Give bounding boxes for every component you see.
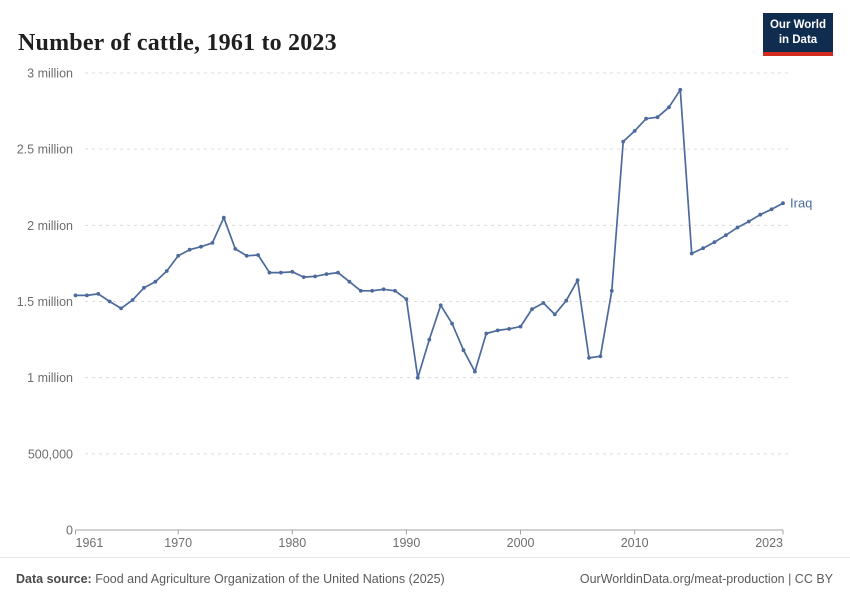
data-point[interactable] [313,274,317,279]
data-point[interactable] [781,201,785,206]
data-point[interactable] [575,278,580,283]
y-axis-label: 2.5 million [17,143,73,157]
data-line-iraq[interactable] [74,88,784,379]
data-point[interactable] [267,270,272,275]
data-point[interactable] [85,293,89,298]
data-point[interactable] [609,288,614,293]
data-source-label: Data source: [16,572,92,586]
y-axis-label: 2 million [27,219,73,233]
data-point[interactable] [256,253,260,257]
data-point[interactable] [301,275,306,279]
y-axis-label: 1.5 million [17,295,73,309]
data-point[interactable] [450,321,454,326]
owid-logo[interactable]: Our World in Data [763,13,833,56]
y-axis-label: 500,000 [28,447,73,461]
y-axis-label: 3 million [27,67,73,81]
data-point[interactable] [769,207,774,212]
data-point[interactable] [73,293,78,298]
x-axis-label: 2000 [507,536,535,550]
chart-area: 0 500,000 1 million 1.5 million 2 million 2.5… [17,67,813,551]
data-point[interactable] [484,331,489,336]
data-point[interactable] [735,225,740,230]
chart-footer: Data source: Food and Agriculture Organi… [0,557,850,600]
data-point[interactable] [518,324,523,329]
owid-citation-link[interactable]: OurWorldinData.org/meat-production | CC … [579,572,833,586]
data-point[interactable] [153,279,158,284]
data-point[interactable] [438,303,443,308]
owid-logo-line2: in Data [778,33,818,46]
data-point[interactable] [119,306,123,311]
data-point[interactable] [107,299,112,304]
x-axis-label: 1990 [393,536,421,550]
data-source-text: Data source: Food and Agriculture Organi… [16,572,445,586]
data-point[interactable] [701,246,705,251]
data-point[interactable] [279,270,283,275]
data-point[interactable] [130,298,135,302]
data-point[interactable] [393,288,397,293]
data-point[interactable] [176,253,181,258]
data-point[interactable] [587,356,591,360]
data-point[interactable] [621,139,626,144]
data-point[interactable] [552,312,557,317]
data-point[interactable] [381,287,386,292]
data-point[interactable] [370,288,375,293]
data-point[interactable] [347,279,352,284]
data-point[interactable] [495,328,500,333]
data-point[interactable] [712,240,717,245]
data-point[interactable] [461,348,466,353]
data-point[interactable] [598,354,603,359]
data-point[interactable] [415,375,420,380]
data-point[interactable] [290,269,295,274]
data-point[interactable] [724,233,728,238]
data-point[interactable] [358,288,363,293]
data-point[interactable] [473,369,477,374]
data-point[interactable] [187,247,192,252]
data-point[interactable] [244,253,249,258]
y-axis-label: 1 million [27,371,73,385]
data-point[interactable] [427,337,432,342]
data-point[interactable] [96,292,101,296]
data-point[interactable] [564,298,569,303]
data-point[interactable] [689,251,694,256]
data-point[interactable] [541,301,546,305]
owid-logo-line1: Our World [769,19,826,31]
data-point[interactable] [644,116,648,121]
y-axis-label: 0 [66,524,73,538]
data-point[interactable] [199,244,203,249]
data-point[interactable] [667,105,671,110]
x-axis-label: 2023 [755,536,783,550]
data-point[interactable] [142,285,146,290]
line-chart-canvas: 0 500,000 1 million 1.5 million 2 million 2.5… [17,67,813,551]
x-axis-label: 1980 [278,536,306,550]
data-point[interactable] [632,129,637,133]
page-title: Number of cattle, 1961 to 2023 [18,30,337,57]
data-point[interactable] [233,247,238,251]
data-point[interactable] [324,272,329,276]
x-axis-label: 2010 [621,536,649,550]
x-axis-label: 1961 [76,536,104,550]
data-point[interactable] [655,115,660,120]
data-point[interactable] [746,219,751,224]
data-point[interactable] [530,307,534,311]
data-point[interactable] [336,270,340,275]
data-point[interactable] [507,327,511,331]
x-axis-label: 1970 [164,536,192,550]
entity-label-iraq[interactable]: Iraq [790,196,812,211]
data-source-value: Food and Agriculture Organization of the… [91,572,445,586]
data-point[interactable] [758,212,763,217]
data-point[interactable] [164,269,169,273]
data-point[interactable] [210,241,215,245]
data-point[interactable] [404,297,409,302]
data-point[interactable] [221,215,226,220]
data-point[interactable] [678,87,683,92]
